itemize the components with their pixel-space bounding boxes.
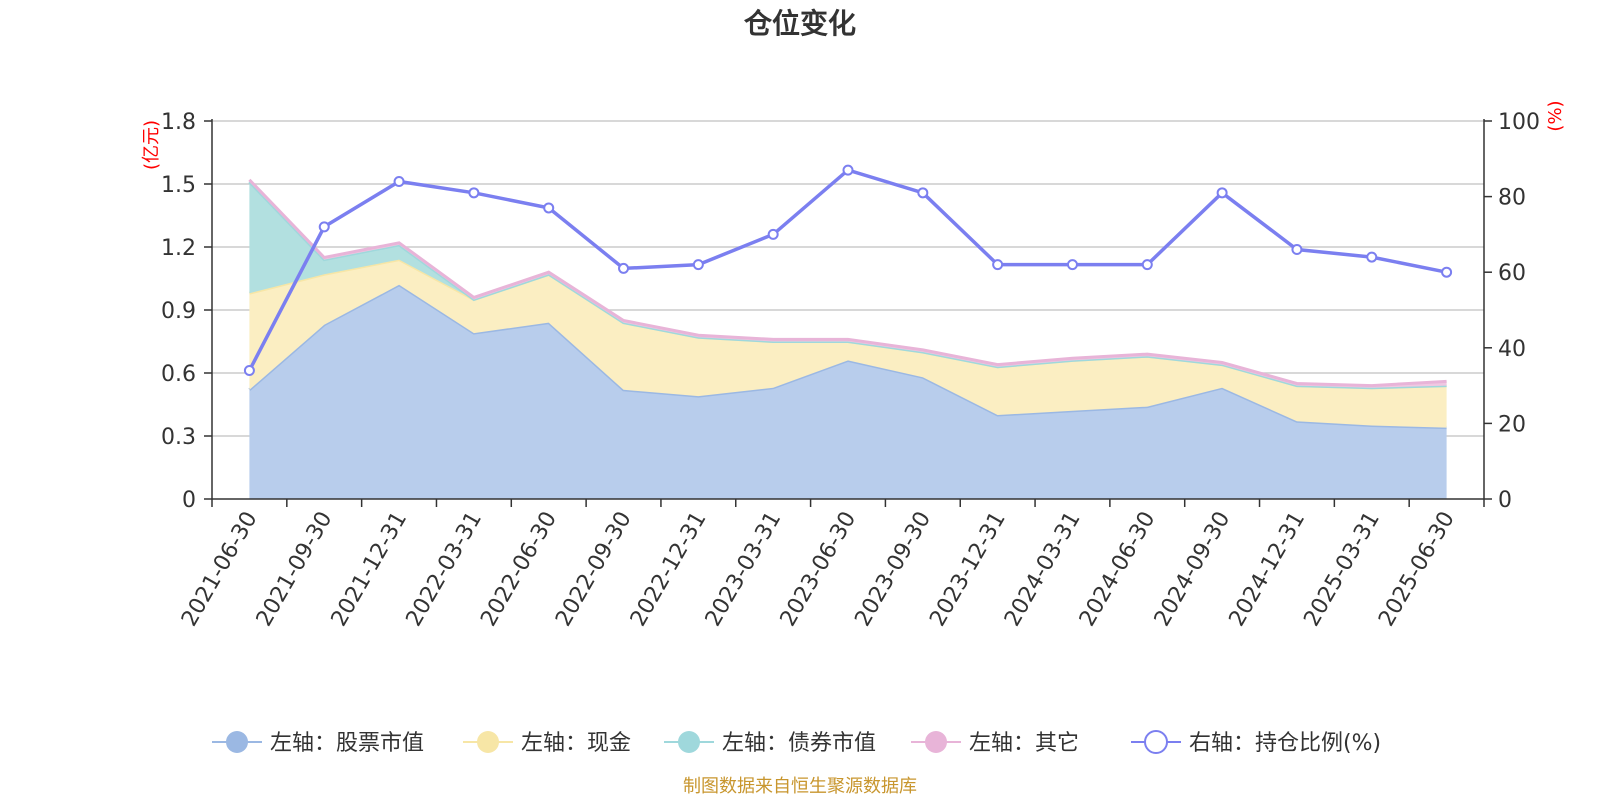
ratio-point [1216,187,1228,199]
x-tick-label: 2022-12-31 [626,508,712,631]
x-tick-label: 2024-03-31 [1000,508,1086,631]
left-axis-unit: (亿元) [141,120,162,170]
ratio-point [917,187,929,199]
x-tick-label: 2021-06-30 [177,508,263,631]
ratio-point [1441,266,1453,278]
left-tick-label: 1.5 [161,173,196,198]
ratio-point [992,259,1004,271]
legend: 左轴：股票市值 左轴：现金 左轴：债券市值 左轴：其它 右轴：持仓比例(%) [212,730,1381,756]
legend-ring-icon [1144,730,1168,754]
x-tick-label: 2021-09-30 [252,508,338,631]
legend-dot-icon [477,731,499,753]
right-tick-label: 80 [1498,186,1526,211]
x-tick-label: 2025-03-31 [1299,508,1385,631]
ratio-point [767,228,779,240]
x-tick-label: 2023-09-30 [850,508,936,631]
left-tick-label: 0.9 [161,299,196,324]
chart-title: 仓位变化 [744,7,856,40]
source-note: 制图数据来自恒生聚源数据库 [683,776,917,797]
x-tick-label: 2022-09-30 [551,508,637,631]
legend-item[interactable]: 右轴：持仓比例(%) [1131,730,1381,756]
legend-item[interactable]: 左轴：现金 [463,731,631,756]
right-tick-label: 0 [1498,488,1512,513]
right-tick-label: 100 [1498,110,1540,135]
area-series-1 [249,259,1447,428]
legend-item[interactable]: 左轴：债券市值 [664,731,876,756]
x-tick-label: 2023-03-31 [701,508,787,631]
right-tick-label: 60 [1498,261,1526,286]
ratio-point [468,187,480,199]
x-tick-label: 2023-12-31 [925,508,1011,631]
left-tick-label: 1.2 [161,236,196,261]
ratio-point [543,202,555,214]
ratio-line [243,164,1453,376]
legend-label: 左轴：股票市值 [270,731,424,756]
ratio-point [1291,244,1303,256]
legend-label: 左轴：其它 [969,731,1079,756]
x-tick-label: 2023-06-30 [776,508,862,631]
ratio-point [692,259,704,271]
legend-dot-icon [226,731,248,753]
legend-label: 左轴：现金 [521,731,631,756]
left-tick-label: 0 [182,488,196,513]
right-tick-label: 40 [1498,337,1526,362]
legend-dot-icon [678,731,700,753]
legend-label: 左轴：债券市值 [722,731,876,756]
area-series-0 [249,284,1447,499]
x-tick-label: 2022-03-31 [401,508,487,631]
left-tick-label: 0.6 [161,362,196,387]
ratio-point [618,262,630,274]
x-tick-label: 2021-12-31 [327,508,413,631]
legend-item[interactable]: 左轴：其它 [911,731,1079,756]
right-axis-unit: (%) [1545,100,1566,131]
legend-item[interactable]: 左轴：股票市值 [212,731,424,756]
x-tick-label: 2024-09-30 [1150,508,1236,631]
ratio-point [318,221,330,233]
x-tick-label: 2025-06-30 [1374,508,1460,631]
x-tick-label: 2024-06-30 [1075,508,1161,631]
stacked-areas [248,178,1447,499]
ratio-point [243,364,255,376]
x-tick-label: 2022-06-30 [476,508,562,631]
right-tick-label: 20 [1498,412,1526,437]
ratio-point [1366,251,1378,263]
x-tick-label: 2024-12-31 [1225,508,1311,631]
left-tick-label: 0.3 [161,425,196,450]
ratio-point [393,175,405,187]
area-series-edge-3 [248,178,1447,388]
ratio-point [1066,259,1078,271]
left-tick-label: 1.8 [161,110,196,135]
legend-dot-icon [925,731,947,753]
ratio-point [1141,259,1153,271]
legend-label: 右轴：持仓比例(%) [1189,731,1381,756]
ratio-point [842,164,854,176]
